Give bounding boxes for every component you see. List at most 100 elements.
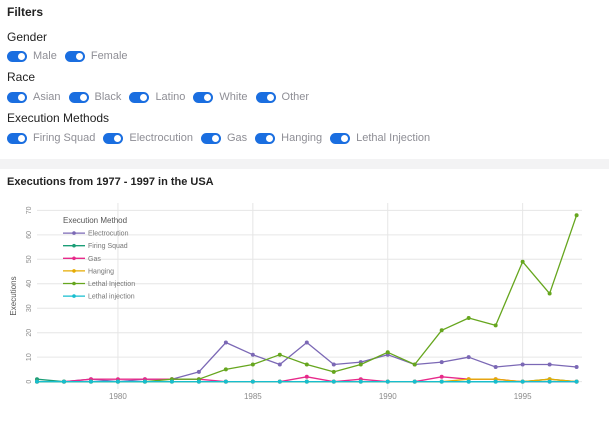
data-point xyxy=(250,352,255,357)
legend-swatch-marker xyxy=(72,256,76,261)
toggle-knob xyxy=(266,93,274,101)
y-tick-label: 50 xyxy=(26,255,33,263)
toggle-label-gas: Gas xyxy=(226,132,248,144)
data-point xyxy=(331,379,336,384)
line-chart[interactable]: 0 10 20 30 40 50 60 70 1980 1985 1990 1995 Execution… xyxy=(0,169,609,431)
data-point xyxy=(358,362,363,367)
x-tick-label: 1985 xyxy=(244,392,262,401)
data-point xyxy=(547,291,552,296)
toggle-label-firing-squad: Firing Squad xyxy=(33,132,96,144)
toggle-switch[interactable] xyxy=(129,91,150,103)
data-point xyxy=(250,362,255,367)
data-point xyxy=(304,340,309,345)
toggle-male[interactable]: Male xyxy=(7,50,57,62)
data-point xyxy=(223,367,228,372)
chart-panel: 0 10 20 30 40 50 60 70 1980 1985 1990 1995 Execution… xyxy=(0,169,609,431)
legend-item-label: Lethal Injection xyxy=(88,281,135,288)
toggle-lethal-injection[interactable]: Lethal Injection xyxy=(330,132,430,144)
toggle-other[interactable]: Other xyxy=(255,91,309,103)
data-point xyxy=(412,362,417,367)
x-tick-label: 1990 xyxy=(379,392,397,401)
data-point xyxy=(466,355,471,360)
data-point xyxy=(439,328,444,333)
toggle-switch[interactable] xyxy=(200,132,221,144)
toggle-switch[interactable] xyxy=(193,91,214,103)
data-point xyxy=(412,379,417,384)
toggle-switch[interactable] xyxy=(64,50,85,62)
y-tick-label: 60 xyxy=(26,231,33,239)
x-tick-label: 1995 xyxy=(514,392,532,401)
y-tick-label: 0 xyxy=(26,380,33,384)
toggle-firing-squad[interactable]: Firing Squad xyxy=(7,132,95,144)
filters-panel: Filters Gender Male Female Race Asian Bl… xyxy=(0,0,609,159)
race-label: Race xyxy=(7,70,36,84)
gender-label: Gender xyxy=(7,30,48,44)
data-point xyxy=(574,213,579,218)
toggle-knob xyxy=(18,134,25,142)
legend-swatch-marker xyxy=(72,269,76,273)
toggle-label-lethal-injection: Lethal Injection xyxy=(356,132,431,144)
y-axis-label: Executions xyxy=(9,276,18,315)
toggle-switch[interactable] xyxy=(68,91,89,103)
toggle-black[interactable]: Black xyxy=(68,91,122,103)
filters-title: Filters xyxy=(7,5,44,19)
data-point xyxy=(331,369,336,374)
y-tick-label: 10 xyxy=(26,353,33,361)
data-point xyxy=(574,364,579,369)
legend-item-label: Gas xyxy=(88,256,101,263)
toggle-switch[interactable] xyxy=(255,91,276,103)
toggle-label-black: Black xyxy=(94,91,122,103)
toggle-switch[interactable] xyxy=(7,132,27,144)
execution-methods-label: Execution Methods xyxy=(7,111,110,125)
toggle-knob xyxy=(18,93,25,101)
legend-swatch-marker xyxy=(72,281,76,286)
data-point xyxy=(547,379,552,384)
toggle-label-electrocution: Electrocution xyxy=(129,132,193,144)
x-tick-label: 1980 xyxy=(109,392,127,401)
data-point xyxy=(439,379,444,384)
data-point xyxy=(169,379,174,384)
toggle-white[interactable]: White xyxy=(193,91,248,103)
toggle-switch[interactable] xyxy=(255,132,276,144)
data-point xyxy=(520,259,525,264)
chart-title: Executions from 1977 - 1997 in the USA xyxy=(7,176,214,188)
toggle-latino[interactable]: Latino xyxy=(129,91,185,103)
legend-swatch-marker xyxy=(72,231,76,235)
legend-item-label: Electrocution xyxy=(88,231,129,238)
method-toggles: Firing Squad Electrocution Gas Hanging L… xyxy=(7,131,438,145)
toggle-asian[interactable]: Asian xyxy=(7,91,61,103)
toggle-hanging[interactable]: Hanging xyxy=(255,132,322,144)
toggle-label-white: White xyxy=(219,91,248,103)
data-point xyxy=(520,379,525,384)
toggle-switch[interactable] xyxy=(103,132,124,144)
gender-toggles: Male Female xyxy=(7,49,136,63)
legend-item-label: Hanging xyxy=(88,268,114,275)
toggle-electrocution[interactable]: Electrocution xyxy=(103,132,193,144)
data-point xyxy=(520,362,525,367)
toggle-switch[interactable] xyxy=(7,91,27,103)
toggle-switch[interactable] xyxy=(330,132,351,144)
data-point xyxy=(385,350,390,355)
y-tick-label: 20 xyxy=(26,329,33,337)
data-point xyxy=(439,374,444,379)
data-point xyxy=(196,369,201,374)
toggle-label-hanging: Hanging xyxy=(281,132,323,144)
data-point xyxy=(439,360,444,365)
toggle-gas[interactable]: Gas xyxy=(200,132,248,144)
toggle-knob xyxy=(114,134,122,142)
data-point xyxy=(115,379,120,384)
y-tick-label: 40 xyxy=(26,280,33,288)
data-point xyxy=(493,323,498,328)
toggle-label-female: Female xyxy=(90,50,128,62)
data-point xyxy=(493,379,498,384)
legend-title: Execution Method xyxy=(63,216,127,225)
data-point xyxy=(35,379,39,384)
toggle-female[interactable]: Female xyxy=(64,50,128,62)
toggle-label-latino: Latino xyxy=(155,91,186,103)
data-point xyxy=(223,340,228,345)
data-point xyxy=(277,352,282,357)
legend-swatch-marker xyxy=(72,294,76,298)
data-point xyxy=(574,379,579,384)
toggle-switch[interactable] xyxy=(7,50,27,62)
data-point xyxy=(250,379,255,384)
